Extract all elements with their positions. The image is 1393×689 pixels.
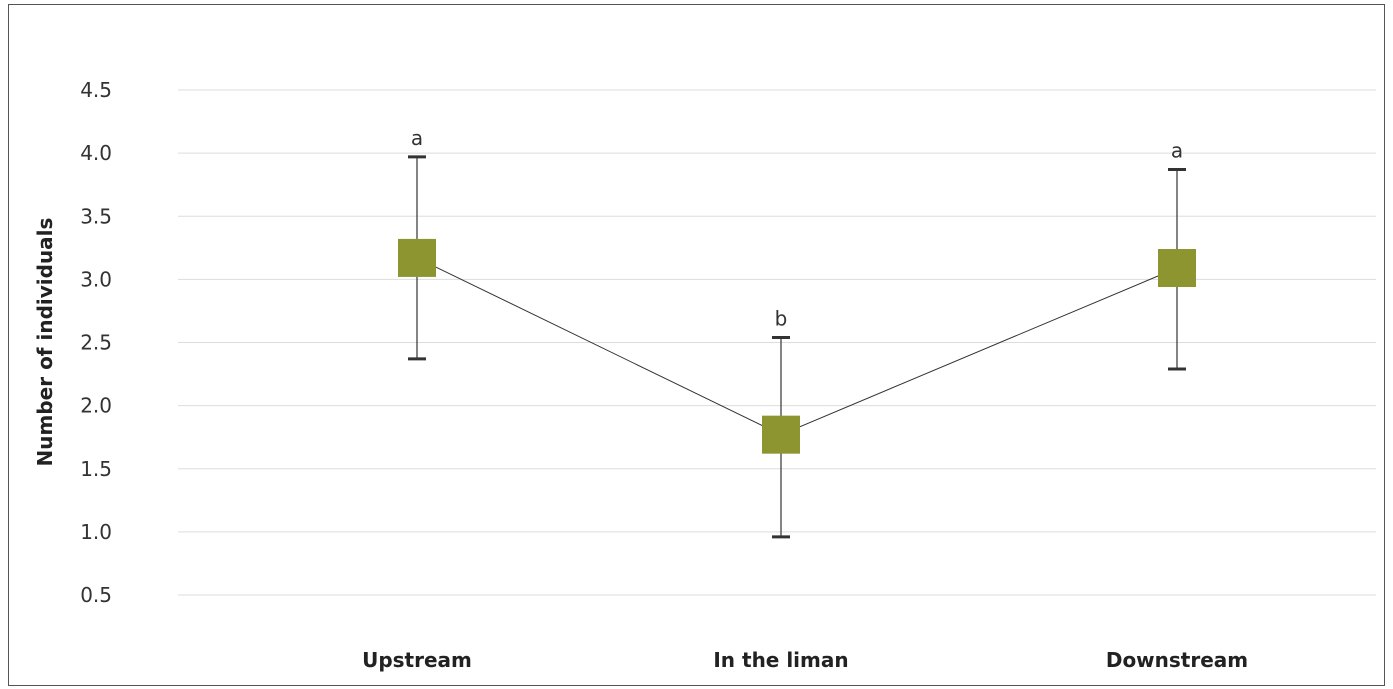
data-point-marker: [398, 238, 436, 277]
x-category-label: Upstream: [362, 648, 472, 672]
data-point-marker: [762, 415, 800, 454]
y-axis-label: Number of individuals: [33, 218, 57, 467]
y-tick-label: 4.0: [80, 141, 112, 165]
data-point-marker: [1158, 249, 1196, 288]
x-category-label: Downstream: [1106, 648, 1248, 672]
y-tick-label: 1.0: [80, 520, 112, 544]
y-tick-label: 3.0: [80, 267, 112, 291]
x-category-label: In the liman: [713, 648, 848, 672]
significance-label: a: [1171, 139, 1183, 163]
y-tick-label: 2.0: [80, 394, 112, 418]
y-axis-ticks: 0.5 1.0 1.5 2.0 2.5 3.0 3.5 4.0 4.5: [80, 78, 112, 607]
y-tick-label: 0.5: [80, 583, 112, 607]
significance-label: b: [775, 306, 788, 330]
y-tick-label: 4.5: [80, 78, 112, 102]
series-line: [416, 257, 1178, 436]
y-tick-label: 2.5: [80, 331, 112, 355]
grid-lines: [178, 89, 1376, 596]
y-tick-label: 3.5: [80, 204, 112, 228]
series: a b a: [398, 126, 1196, 539]
significance-label: a: [411, 126, 423, 150]
x-axis-categories: Upstream In the liman Downstream: [362, 648, 1248, 672]
y-tick-label: 1.5: [80, 457, 112, 481]
chart-frame: [8, 4, 1385, 686]
